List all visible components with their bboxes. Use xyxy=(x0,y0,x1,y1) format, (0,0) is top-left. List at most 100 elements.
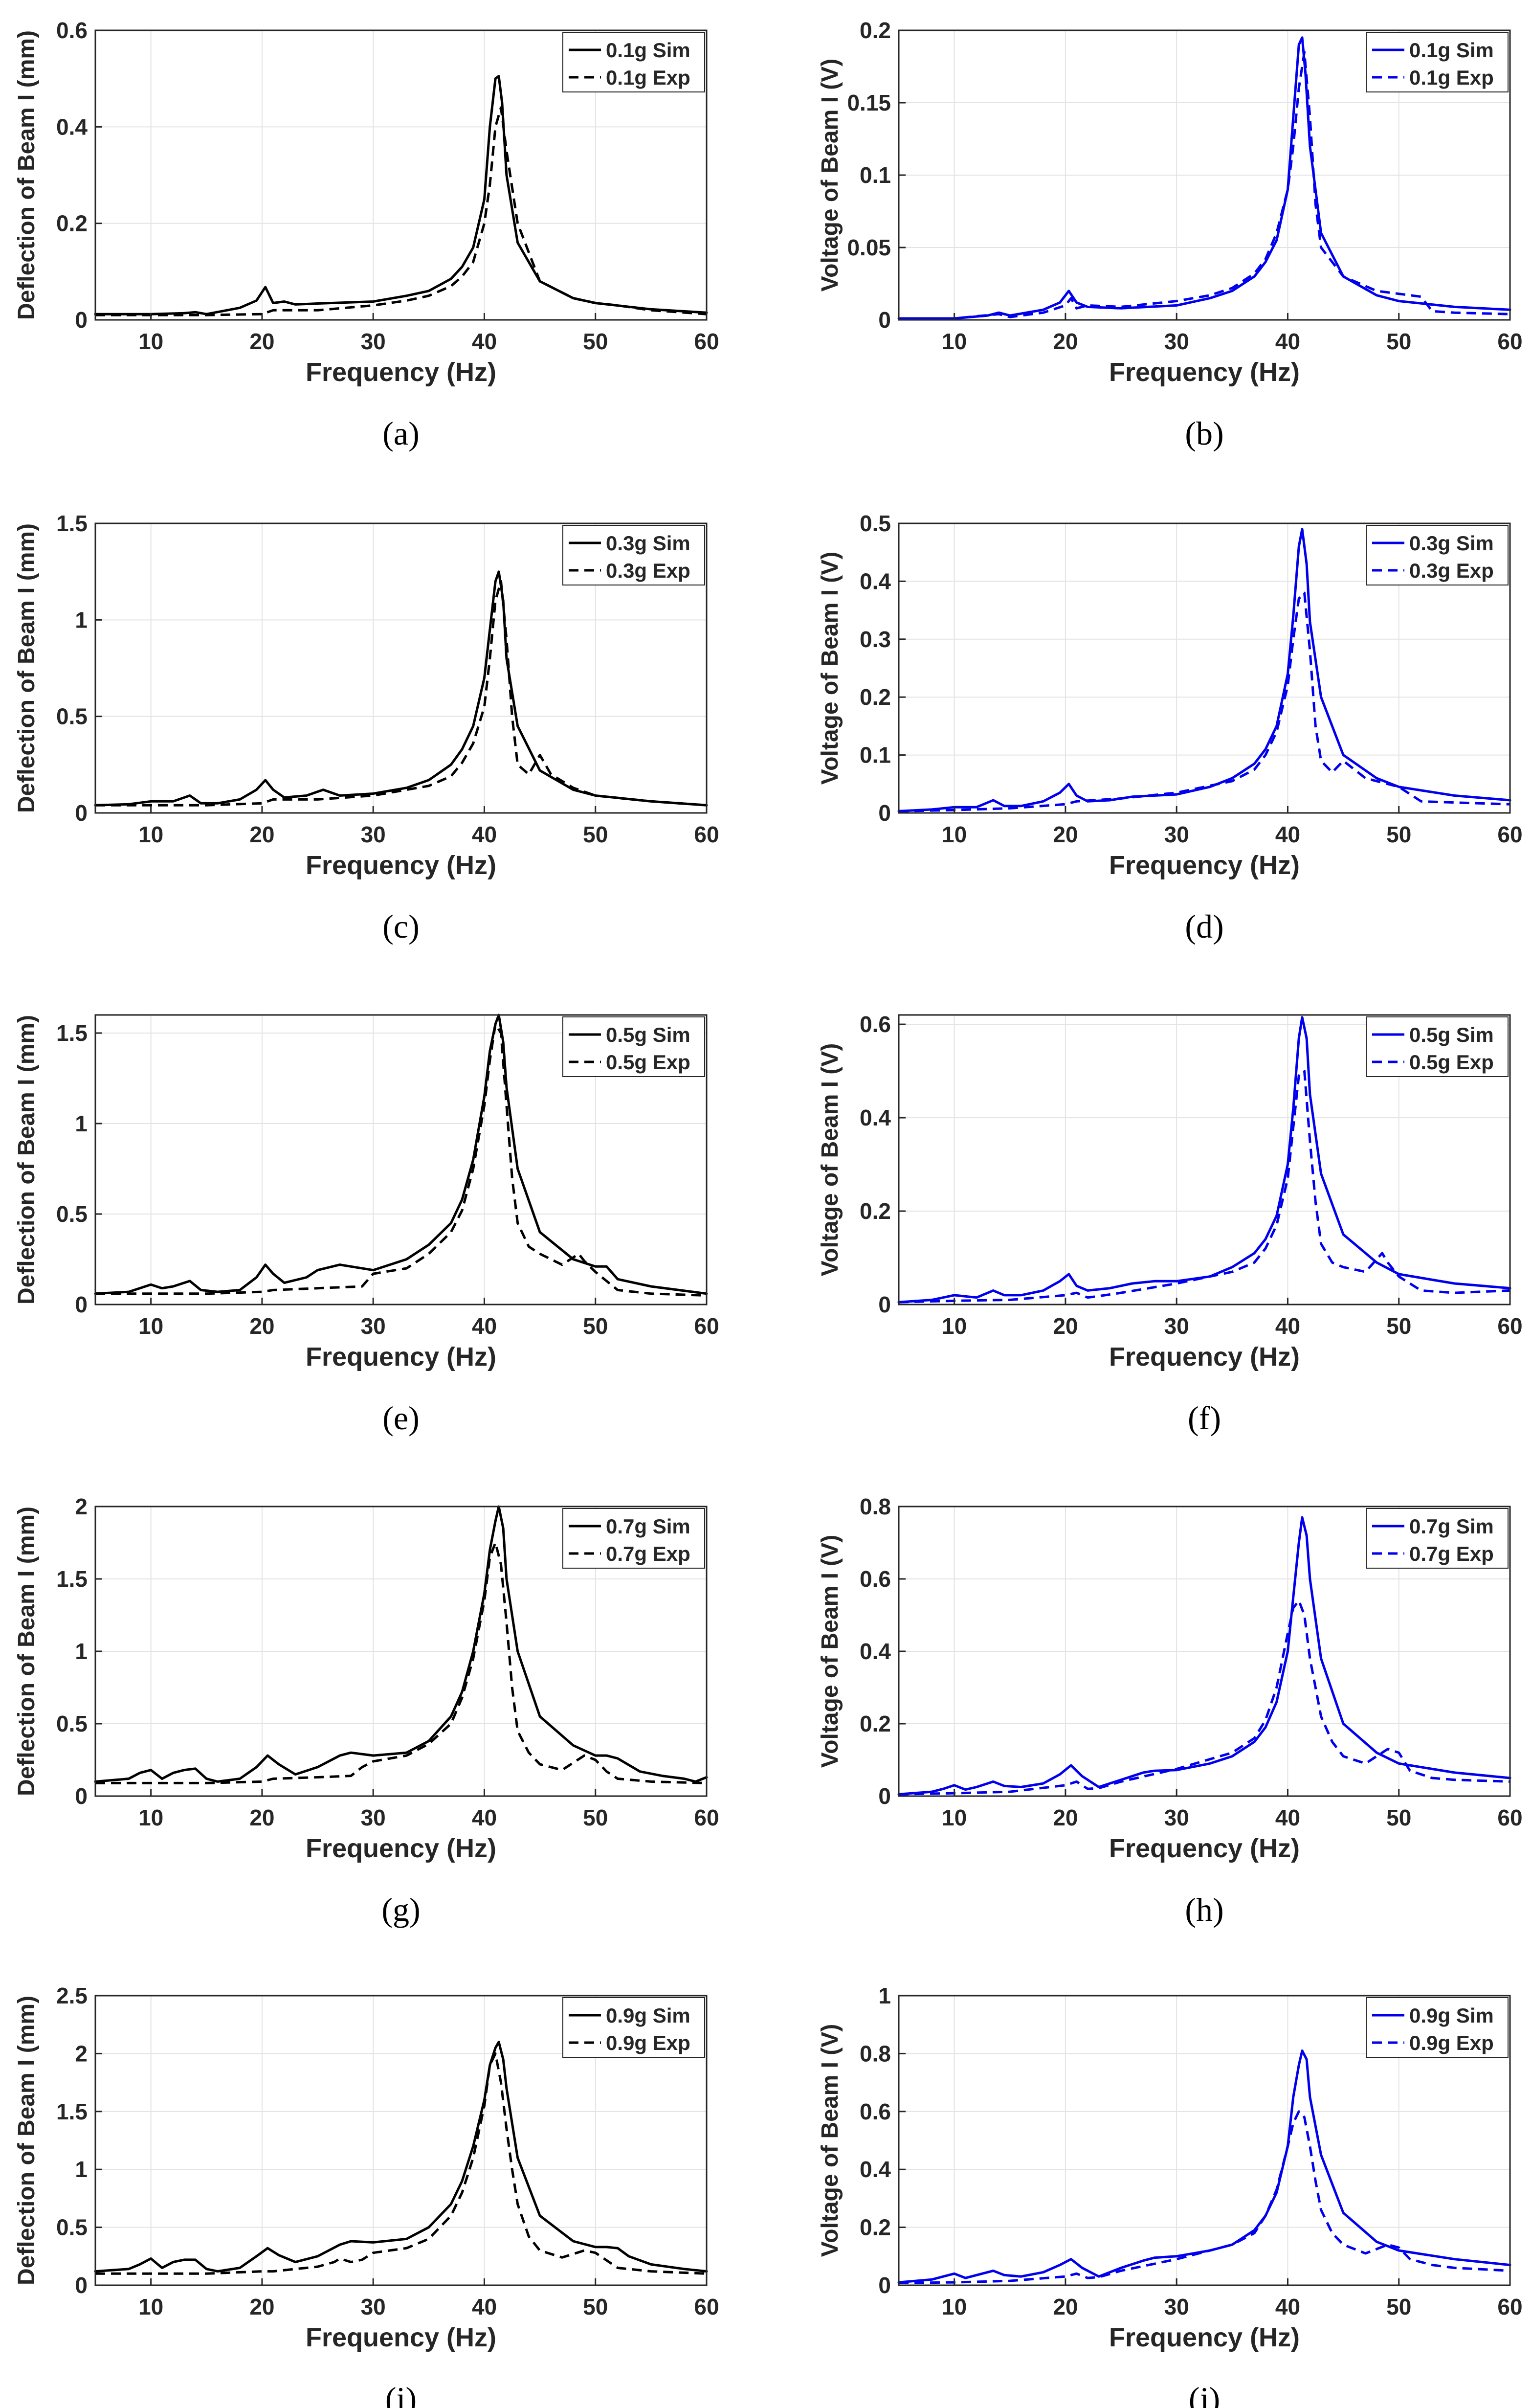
chart-6-legend-label-1: 0.7g Exp xyxy=(606,1542,690,1565)
chart-3-xtick-label-3: 40 xyxy=(1275,822,1300,847)
chart-2-legend xyxy=(562,525,705,585)
chart-8-legend-label-1: 0.9g Exp xyxy=(606,2031,690,2054)
chart-7-series-exp-line xyxy=(898,1599,1510,1796)
chart-0-series-exp-line xyxy=(95,106,707,316)
chart-7-legend-label-1: 0.7g Exp xyxy=(1409,1542,1494,1565)
chart-6-series-sim-line xyxy=(94,1505,708,1783)
chart-7-xtick-label-2: 30 xyxy=(1164,1805,1189,1830)
chart-3-axes-frame xyxy=(898,522,1511,814)
chart-6-xtick-label-5: 60 xyxy=(694,1805,719,1830)
chart-7-ytick-label-1: 0.2 xyxy=(860,1711,891,1736)
chart-9-xtick-label-2: 30 xyxy=(1164,2294,1189,2319)
chart-5-xtick-label-4: 50 xyxy=(1386,1313,1411,1339)
chart-9-xlabel: Frequency (Hz) xyxy=(1109,2323,1300,2352)
chart-1: 10 20 30 40 50 60 0 0.05 0.1 0.15 0.2 Frequency (Hz… xyxy=(817,18,1523,452)
chart-0-xtick-label-4: 50 xyxy=(583,329,608,354)
chart-2-panel-caption: (c) xyxy=(382,908,419,945)
chart-6-series-exp-line xyxy=(95,1541,707,1784)
chart-3-xtick-label-4: 50 xyxy=(1386,822,1411,847)
chart-6-xlabel: Frequency (Hz) xyxy=(306,1834,496,1863)
chart-3-ytick-label-4: 0.4 xyxy=(860,568,891,594)
chart-4-series-sim-line xyxy=(94,1013,708,1295)
chart-0-ytick-label-2: 0.4 xyxy=(56,114,88,139)
chart-0-legend-label-1: 0.1g Exp xyxy=(606,66,690,89)
chart-5-legend-label-0: 0.5g Sim xyxy=(1409,1023,1494,1046)
chart-3-xtick-label-2: 30 xyxy=(1164,822,1189,847)
chart-6-xtick-label-2: 30 xyxy=(361,1805,386,1830)
chart-9-xtick-label-3: 40 xyxy=(1275,2294,1300,2319)
chart-9-xtick-label-1: 20 xyxy=(1053,2294,1078,2319)
chart-9-series-exp-line xyxy=(898,2110,1510,2284)
chart-5-legend xyxy=(1366,1016,1509,1077)
chart-0-ytick-label-0: 0 xyxy=(75,307,88,333)
chart-9-ytick-label-3: 0.6 xyxy=(860,2099,891,2124)
chart-7-ytick-label-3: 0.6 xyxy=(860,1566,891,1592)
chart-4-ylabel: Deflection of Beam I (mm) xyxy=(14,1015,40,1305)
chart-4-xlabel: Frequency (Hz) xyxy=(306,1342,496,1372)
chart-0-series-sim-line xyxy=(94,75,708,315)
chart-1-legend xyxy=(1366,32,1509,92)
chart-1-legend-label-1: 0.1g Exp xyxy=(1409,66,1494,89)
chart-7-xtick-label-0: 10 xyxy=(942,1805,967,1830)
chart-9-legend-label-0: 0.9g Sim xyxy=(1409,2004,1494,2027)
chart-2-xtick-label-0: 10 xyxy=(138,822,163,847)
chart-2-legend-label-0: 0.3g Sim xyxy=(606,532,690,555)
chart-5-ytick-label-2: 0.4 xyxy=(860,1105,891,1130)
chart-6-legend-label-0: 0.7g Sim xyxy=(606,1515,690,1538)
chart-1-series-exp-line xyxy=(899,50,1510,320)
chart-4-ytick-label-3: 1.5 xyxy=(56,1020,88,1046)
chart-8-xtick-label-1: 20 xyxy=(249,2294,274,2319)
chart-4-series-exp-line xyxy=(95,1023,707,1297)
chart-6-ytick-label-4: 2 xyxy=(75,1494,88,1519)
chart-2-xtick-label-3: 40 xyxy=(472,822,497,847)
chart-3-ylabel: Voltage of Beam I (V) xyxy=(817,552,843,785)
chart-7-xtick-label-4: 50 xyxy=(1386,1805,1411,1830)
chart-6-xtick-label-0: 10 xyxy=(138,1805,163,1830)
chart-7-ytick-label-2: 0.4 xyxy=(860,1639,891,1664)
chart-1-series-sim-line xyxy=(897,36,1511,320)
chart-0-xlabel: Frequency (Hz) xyxy=(306,358,496,387)
chart-5-axes-frame xyxy=(898,1014,1511,1305)
chart-0-xtick-label-0: 10 xyxy=(138,329,163,354)
chart-3-series-exp-line xyxy=(898,591,1510,812)
chart-1-xtick-label-4: 50 xyxy=(1386,329,1411,354)
chart-4-xtick-label-2: 30 xyxy=(361,1313,386,1339)
chart-9: 10 20 30 40 50 60 0 0.2 0.4 0.6 0.8 1 Frequency (Hz)… xyxy=(817,1983,1523,2408)
chart-3-xlabel: Frequency (Hz) xyxy=(1109,851,1300,880)
chart-0-xtick-label-3: 40 xyxy=(472,329,497,354)
chart-3-legend-label-0: 0.3g Sim xyxy=(1409,532,1494,555)
chart-5-xtick-label-2: 30 xyxy=(1164,1313,1189,1339)
chart-7-ytick-label-0: 0 xyxy=(878,1783,891,1809)
chart-9-series-sim-line xyxy=(897,2049,1511,2284)
chart-8-series-sim-line xyxy=(94,2041,708,2273)
chart-9-xtick-label-5: 60 xyxy=(1497,2294,1522,2319)
chart-4-legend xyxy=(562,1016,705,1077)
chart-4-xtick-label-1: 20 xyxy=(249,1313,274,1339)
chart-8-ytick-label-4: 2 xyxy=(75,2041,88,2066)
chart-1-ytick-label-3: 0.15 xyxy=(847,90,891,115)
chart-9-panel-caption: (j) xyxy=(1189,2380,1220,2408)
chart-5-xtick-label-0: 10 xyxy=(942,1313,967,1339)
chart-8-xtick-label-2: 30 xyxy=(361,2294,386,2319)
chart-1-xtick-label-0: 10 xyxy=(942,329,967,354)
chart-5-xtick-label-1: 20 xyxy=(1053,1313,1078,1339)
chart-2-ytick-label-0: 0 xyxy=(75,800,88,826)
chart-2-xtick-label-2: 30 xyxy=(361,822,386,847)
chart-0: 10 20 30 40 50 60 0 0.2 0.4 0.6 Frequency (Hz) Defl… xyxy=(14,18,719,452)
chart-2-xlabel: Frequency (Hz) xyxy=(306,851,496,880)
chart-8-axes-frame xyxy=(94,1995,708,2286)
chart-1-ylabel: Voltage of Beam I (V) xyxy=(817,59,843,292)
chart-4-axes-frame xyxy=(94,1014,708,1305)
chart-6-ytick-label-1: 0.5 xyxy=(56,1711,88,1736)
chart-1-xlabel: Frequency (Hz) xyxy=(1109,358,1300,387)
chart-0-ytick-label-1: 0.2 xyxy=(56,211,88,236)
chart-7-panel-caption: (h) xyxy=(1185,1891,1223,1928)
chart-1-legend-label-0: 0.1g Sim xyxy=(1409,39,1494,62)
chart-6-ylabel: Deflection of Beam I (mm) xyxy=(14,1507,40,1796)
chart-0-xtick-label-1: 20 xyxy=(249,329,274,354)
chart-0-axes-frame xyxy=(94,29,708,321)
chart-9-ytick-label-4: 0.8 xyxy=(860,2041,891,2066)
chart-4-xtick-label-0: 10 xyxy=(138,1313,163,1339)
chart-7-legend xyxy=(1366,1508,1509,1569)
